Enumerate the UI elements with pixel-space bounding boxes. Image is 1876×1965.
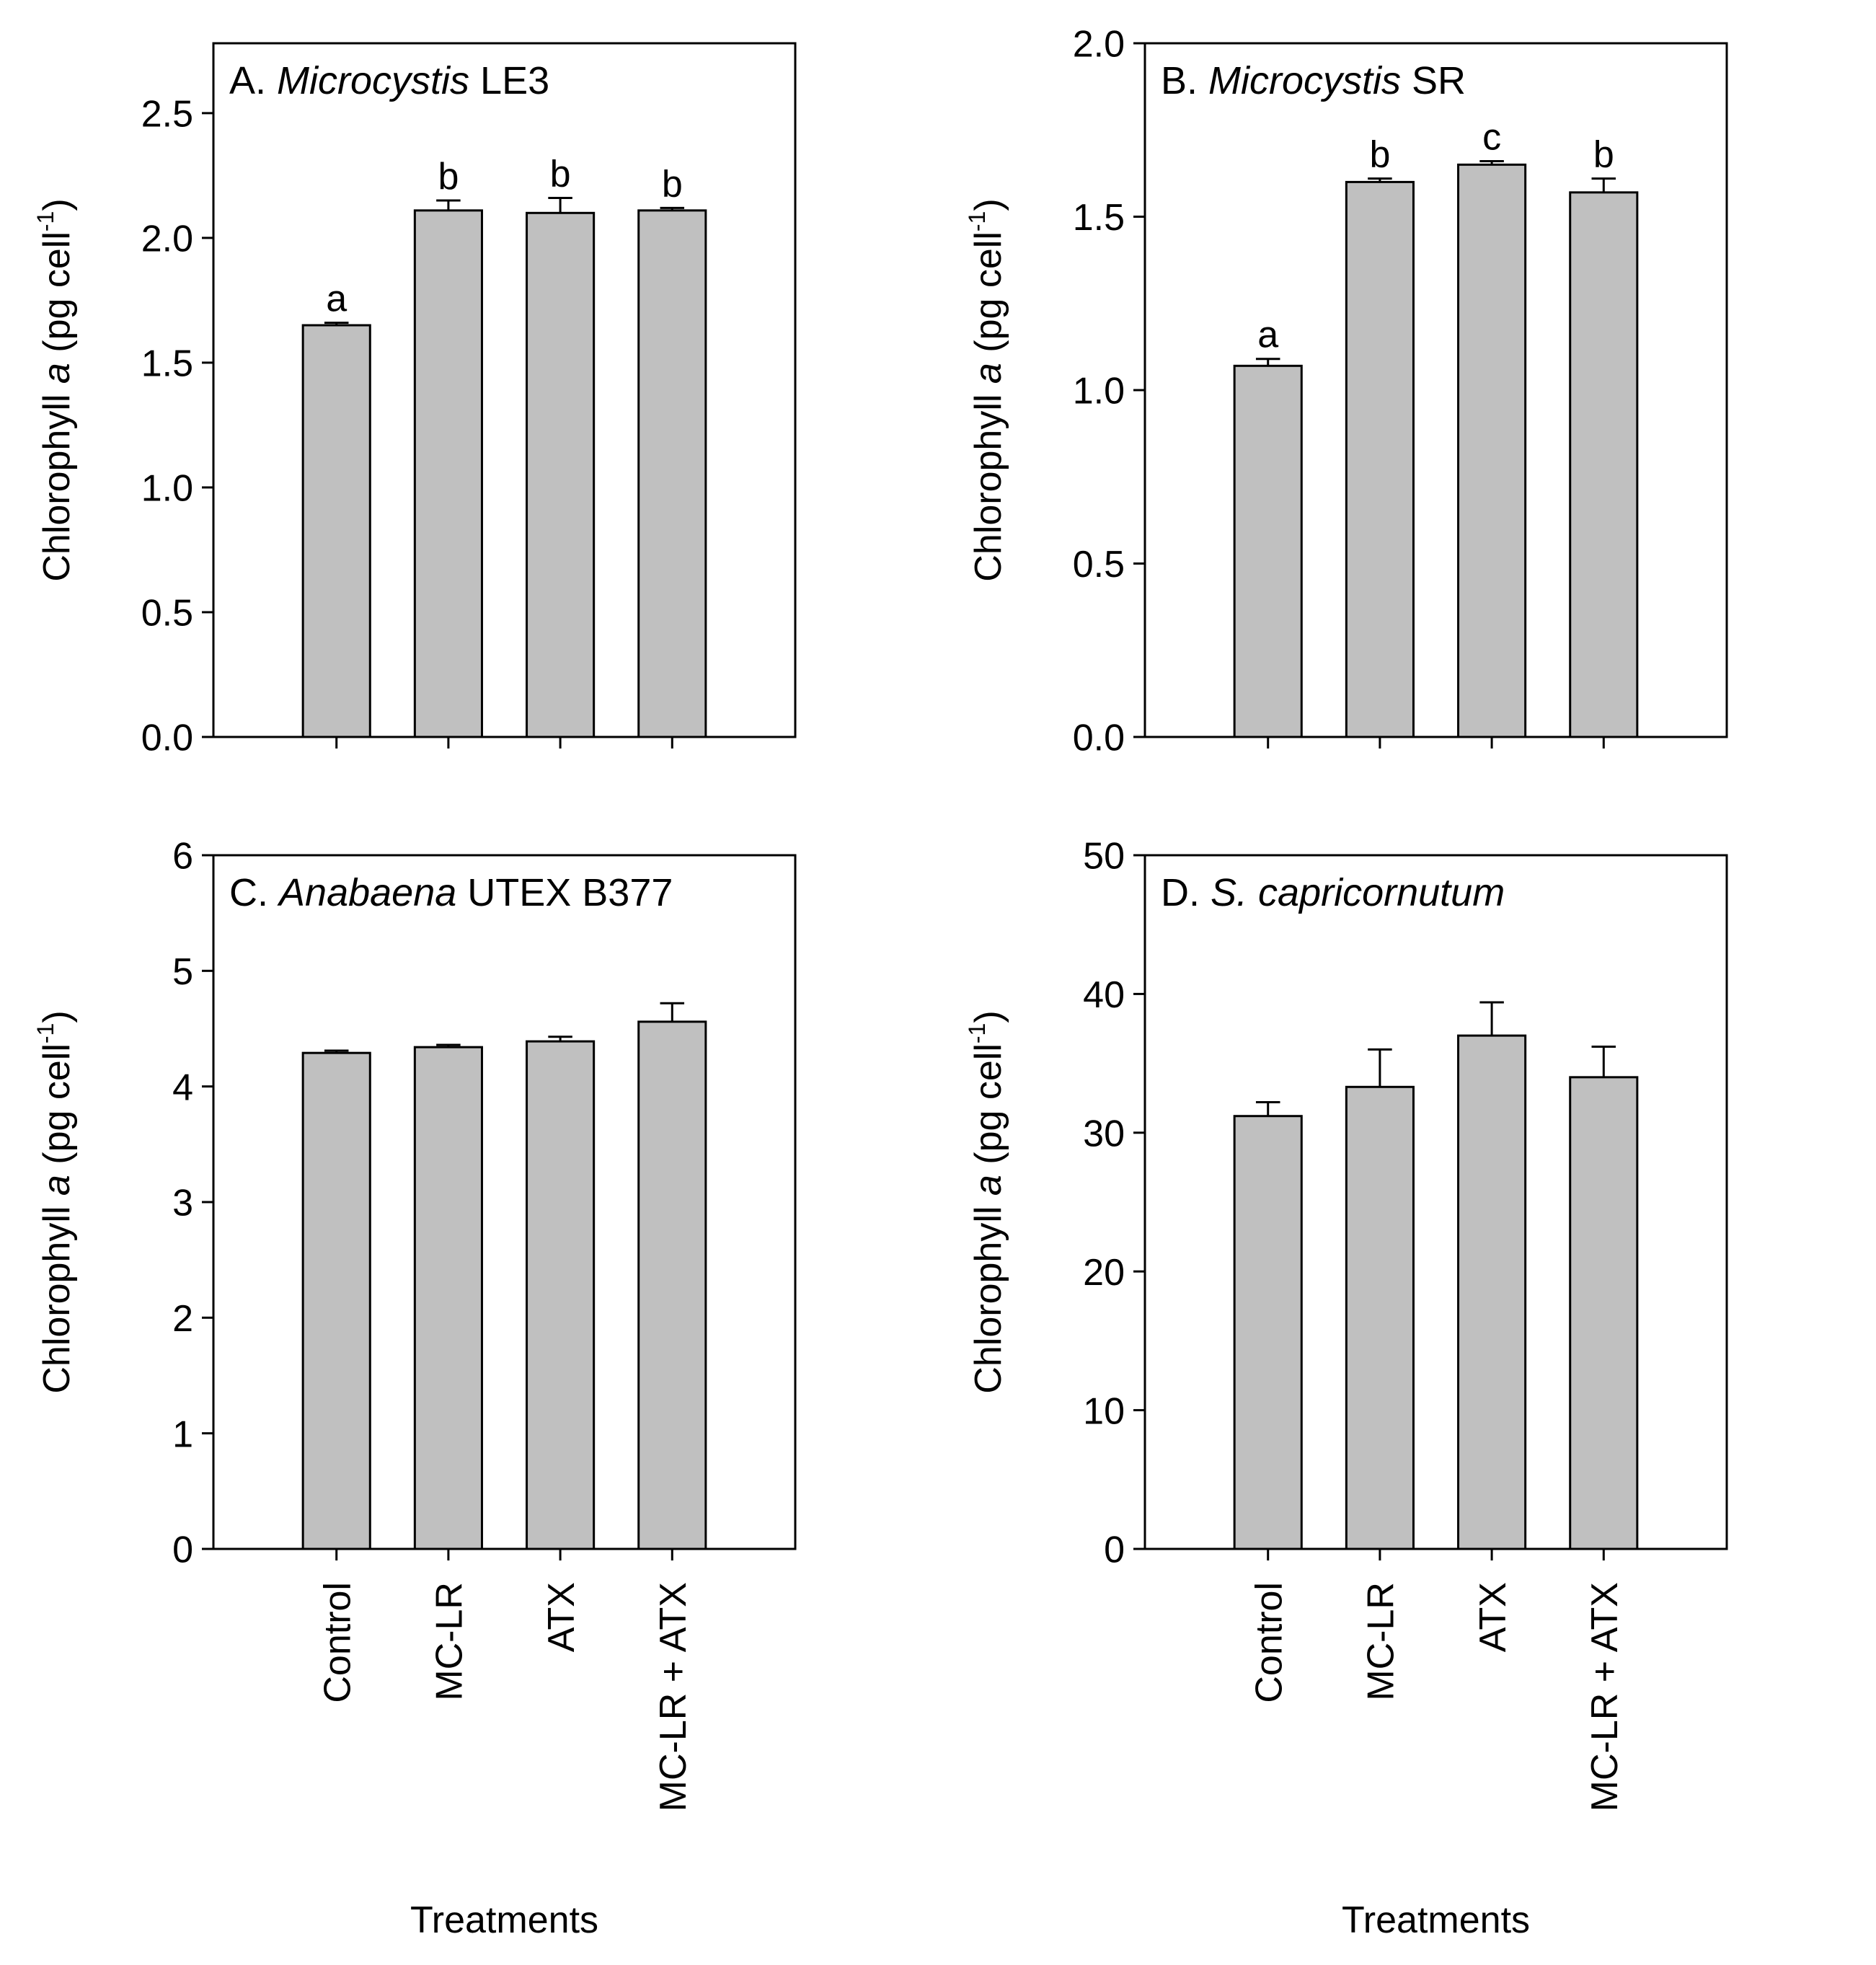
y-axis-label: Chlorophyll a (pg cell-1) — [964, 1010, 1009, 1393]
bar-control — [301, 324, 371, 738]
y-tick-label: 3 — [172, 1183, 193, 1224]
panel-b: a b c b 0.0 0.5 1.0 1.5 2.0 B. Microcystis SR Chlo… — [964, 24, 1728, 759]
y-tick-label: 1.5 — [1073, 197, 1125, 239]
bar-control — [1233, 364, 1303, 738]
plot-frame — [212, 42, 797, 738]
y-tick-label: 1.0 — [141, 468, 193, 510]
panel-title: A. Microcystis LE3 — [229, 59, 549, 102]
bar-atx — [1457, 163, 1527, 738]
bar-mc-lr — [413, 1046, 483, 1550]
bar-mc-lr-atx — [637, 209, 707, 738]
panels: a b b b 0.0 0.5 1.0 1.5 2.0 2.5 A. Microcystis LE3… — [32, 24, 1728, 1941]
y-tick-label: 0.5 — [1073, 544, 1125, 586]
panel-title: C. Anabaena UTEX B377 — [229, 871, 673, 914]
bar-mc-lr-atx — [637, 1020, 707, 1550]
panel-title: B. Microcystis SR — [1161, 59, 1466, 102]
y-tick-label: 4 — [172, 1067, 193, 1108]
y-tick-label: 2.0 — [1073, 24, 1125, 66]
y-tick-label: 20 — [1083, 1252, 1125, 1294]
y-tick-label: 6 — [172, 836, 193, 878]
y-tick-label: 0 — [172, 1529, 193, 1571]
y-tick-label: 1 — [172, 1413, 193, 1455]
bar-control — [301, 1051, 371, 1550]
significance-letter: c — [1482, 117, 1501, 159]
y-tick-label: 1.5 — [141, 343, 193, 385]
y-tick-label: 0.5 — [141, 593, 193, 635]
significance-letter: b — [1369, 134, 1390, 176]
x-tick-label: ATX — [541, 1582, 583, 1652]
y-tick-label: 0 — [1104, 1529, 1125, 1571]
bar-control — [1233, 1115, 1303, 1550]
bar-atx — [526, 211, 596, 738]
x-tick-label: MC-LR — [429, 1582, 471, 1701]
panel-a: a b b b 0.0 0.5 1.0 1.5 2.0 2.5 A. Microcystis LE3… — [32, 42, 797, 759]
x-tick-label: MC-LR + ATX — [652, 1582, 694, 1811]
bar-mc-lr — [1345, 1085, 1415, 1550]
y-tick-label: 2.5 — [141, 94, 193, 136]
bar-mc-lr-atx — [1569, 1076, 1639, 1550]
y-tick-label: 5 — [172, 951, 193, 993]
significance-letter: a — [326, 278, 347, 320]
significance-letter: b — [1593, 134, 1614, 176]
panel-title: D. S. capricornutum — [1161, 871, 1505, 914]
x-tick-label: ATX — [1472, 1582, 1514, 1652]
y-axis-label: Chlorophyll a (pg cell-1) — [32, 198, 78, 581]
bar-mc-lr — [413, 209, 483, 738]
x-tick-label: Control — [1248, 1582, 1290, 1703]
y-tick-label: 0.0 — [141, 717, 193, 759]
y-tick-label: 50 — [1083, 836, 1125, 878]
significance-letter: a — [1257, 314, 1278, 356]
x-tick-label: MC-LR — [1360, 1582, 1402, 1701]
x-tick-label: MC-LR + ATX — [1584, 1582, 1626, 1811]
bar-atx — [526, 1040, 596, 1550]
y-tick-label: 10 — [1083, 1390, 1125, 1432]
significance-letter: b — [550, 154, 571, 195]
y-tick-label: 0.0 — [1073, 717, 1125, 759]
x-axis-label: Treatments — [1342, 1899, 1530, 1941]
panel-d: 0 10 20 30 40 50 Control MC-LR ATX MC-LR + ATX D. … — [964, 836, 1728, 1941]
y-tick-label: 1.0 — [1073, 371, 1125, 412]
significance-letter: b — [438, 156, 459, 198]
y-tick-label: 2.0 — [141, 218, 193, 260]
y-tick-label: 30 — [1083, 1113, 1125, 1155]
bar-atx — [1457, 1034, 1527, 1550]
bar-mc-lr — [1345, 180, 1415, 738]
y-axis-label: Chlorophyll a (pg cell-1) — [964, 198, 1009, 581]
plot-frame — [1143, 854, 1728, 1550]
x-axis-label: Treatments — [410, 1899, 598, 1941]
panel-c: 0 1 2 3 4 5 6 Control MC-LR ATX MC-LR + ATX C. Anab… — [32, 836, 797, 1941]
significance-letter: b — [662, 163, 683, 205]
y-axis-label: Chlorophyll a (pg cell-1) — [32, 1010, 78, 1393]
bar-mc-lr-atx — [1569, 191, 1639, 738]
x-tick-label: Control — [317, 1582, 358, 1703]
y-tick-label: 2 — [172, 1298, 193, 1340]
y-tick-label: 40 — [1083, 974, 1125, 1016]
